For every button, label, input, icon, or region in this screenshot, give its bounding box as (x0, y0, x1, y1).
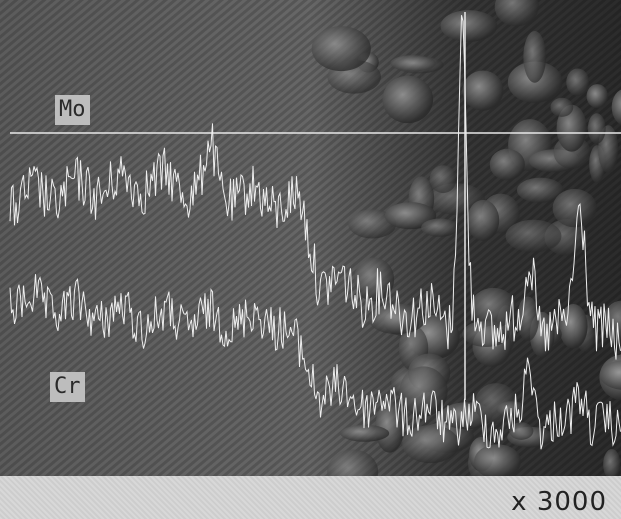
particle (603, 448, 621, 476)
particle (311, 26, 371, 72)
particle (393, 56, 444, 74)
particle (340, 424, 390, 442)
particle (559, 304, 588, 349)
particle (516, 177, 564, 203)
particle (586, 84, 609, 109)
element-label: Cr (50, 372, 85, 402)
sem-image (0, 0, 621, 476)
particle (348, 209, 397, 239)
particle (587, 113, 606, 144)
particle (474, 444, 521, 476)
particle (611, 89, 621, 125)
particle (375, 402, 405, 453)
particle (523, 30, 547, 83)
particle (327, 449, 379, 476)
particle (382, 75, 434, 124)
particle (462, 70, 504, 111)
particle (550, 97, 574, 117)
particle (384, 202, 437, 230)
particle (440, 10, 498, 42)
particle (470, 287, 517, 329)
particle (494, 0, 539, 27)
particle (399, 366, 448, 417)
particle (599, 360, 621, 390)
particle (368, 303, 426, 335)
particle (421, 218, 459, 237)
element-label: Mo (55, 95, 90, 125)
mo-trace (9, 15, 621, 360)
particle (402, 425, 460, 464)
particle (467, 199, 500, 241)
particle (566, 68, 590, 96)
cr-trace (9, 274, 621, 450)
particle (489, 148, 525, 181)
particle (353, 257, 395, 302)
particle (509, 422, 534, 440)
particle (505, 219, 562, 253)
magnification: x 3000 (511, 487, 607, 517)
particle (462, 320, 510, 348)
particles (311, 0, 621, 476)
particle (429, 165, 457, 194)
particle (517, 296, 539, 342)
particle (552, 188, 597, 228)
caption-band: x 3000 (0, 476, 621, 519)
